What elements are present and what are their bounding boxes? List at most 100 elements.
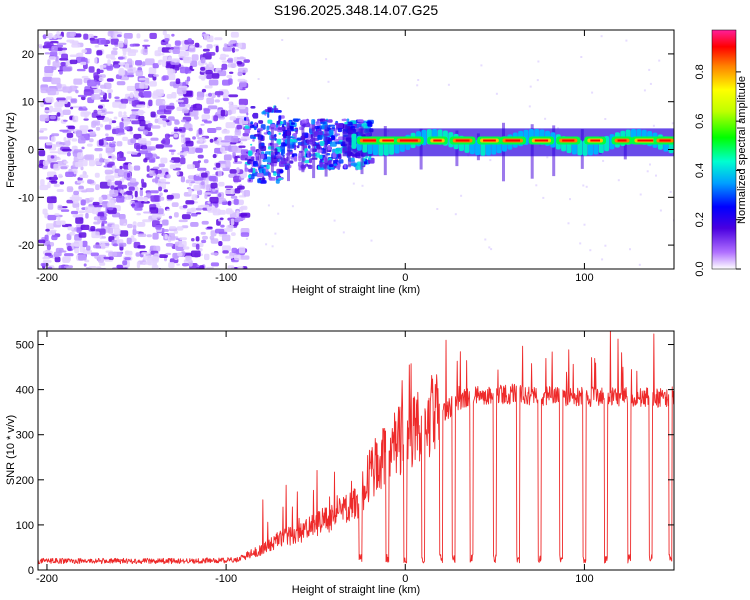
signal-cell — [263, 168, 266, 174]
noise-cell — [589, 249, 592, 252]
noise-cell — [220, 146, 225, 153]
x-tick-label: 100 — [575, 272, 593, 284]
noise-cell — [185, 140, 194, 147]
noise-cell — [124, 126, 130, 130]
noise-cell — [82, 240, 88, 248]
noise-cell — [190, 181, 196, 184]
noise-cell — [234, 59, 241, 62]
noise-cell — [240, 154, 249, 161]
noise-cell — [178, 103, 186, 107]
signal-cell — [315, 121, 321, 126]
noise-cell — [238, 246, 246, 254]
signal-cell — [314, 131, 322, 136]
noise-cell — [69, 54, 80, 57]
noise-cell — [242, 132, 249, 137]
noise-cell — [228, 94, 239, 98]
noise-cell — [75, 217, 84, 224]
noise-cell — [245, 237, 248, 240]
noise-cell — [170, 269, 177, 272]
noise-cell — [81, 49, 87, 53]
noise-cell — [42, 160, 49, 166]
noise-cell — [137, 233, 147, 237]
signal-cell — [347, 121, 353, 126]
noise-cell — [93, 72, 99, 79]
y-tick-label: -10 — [18, 192, 34, 204]
noise-cell — [200, 123, 205, 126]
noise-cell — [195, 243, 200, 250]
noise-cell — [225, 208, 233, 215]
noise-cell — [84, 206, 95, 213]
noise-cell — [84, 259, 90, 263]
signal-cell — [252, 114, 256, 118]
signal-cell — [264, 109, 269, 113]
noise-cell — [484, 238, 487, 241]
signal-cell — [336, 164, 341, 170]
noise-cell — [152, 232, 159, 240]
noise-cell — [66, 132, 74, 138]
noise-cell — [44, 234, 49, 242]
noise-cell — [141, 178, 145, 185]
y-tick-label: 200 — [16, 475, 34, 487]
noise-cell — [146, 192, 152, 199]
signal-cell — [254, 164, 259, 167]
noise-cell — [234, 129, 242, 135]
signal-cell — [306, 139, 314, 145]
signal-cell — [248, 174, 251, 179]
noise-cell — [39, 114, 50, 122]
noise-cell — [45, 142, 53, 146]
signal-cell — [250, 143, 253, 146]
y-tick-label: 0 — [28, 565, 34, 577]
noise-cell — [81, 146, 85, 150]
noise-cell — [271, 245, 274, 248]
noise-cell — [149, 169, 157, 177]
noise-cell — [98, 139, 104, 146]
signal-cell — [357, 155, 361, 159]
tone-peak — [399, 139, 418, 142]
noise-cell — [160, 157, 168, 164]
colorbar-tick-label: 0.0 — [694, 261, 706, 276]
noise-cell — [87, 79, 97, 87]
noise-cell — [137, 109, 144, 116]
noise-cell — [125, 250, 133, 256]
noise-cell — [265, 243, 268, 246]
noise-cell — [203, 108, 210, 114]
noise-cell — [163, 144, 173, 148]
noise-cell — [239, 141, 243, 145]
signal-cell — [261, 111, 266, 115]
noise-cell — [39, 128, 48, 131]
x-tick-label: -100 — [215, 573, 237, 585]
noise-cell — [116, 156, 126, 161]
noise-cell — [649, 163, 651, 166]
noise-cell — [116, 264, 123, 269]
noise-cell — [210, 230, 217, 237]
noise-cell — [239, 207, 244, 212]
noise-cell — [208, 92, 212, 97]
noise-cell — [206, 44, 213, 49]
noise-cell — [172, 47, 180, 54]
noise-cell — [171, 33, 175, 37]
noise-cell — [56, 189, 64, 192]
noise-cell — [196, 104, 202, 108]
signal-cell — [244, 125, 250, 129]
noise-cell — [155, 99, 166, 106]
signal-cell — [279, 169, 284, 173]
noise-cell — [92, 201, 100, 206]
tone-peak — [455, 139, 470, 142]
noise-cell — [134, 207, 143, 211]
signal-cell — [319, 140, 325, 146]
noise-cell — [153, 245, 161, 252]
noise-cell — [61, 53, 68, 60]
noise-cell — [215, 162, 221, 168]
noise-cell — [199, 138, 203, 143]
tone-peak — [659, 139, 671, 142]
noise-cell — [142, 261, 152, 265]
noise-cell — [84, 48, 92, 55]
snr-series-line — [38, 331, 674, 565]
noise-cell — [191, 194, 198, 201]
noise-cell — [206, 184, 212, 192]
noise-cell — [233, 198, 239, 205]
noise-cell — [69, 59, 78, 65]
noise-cell — [176, 226, 184, 231]
noise-cell — [237, 78, 246, 82]
signal-cell — [329, 129, 334, 136]
